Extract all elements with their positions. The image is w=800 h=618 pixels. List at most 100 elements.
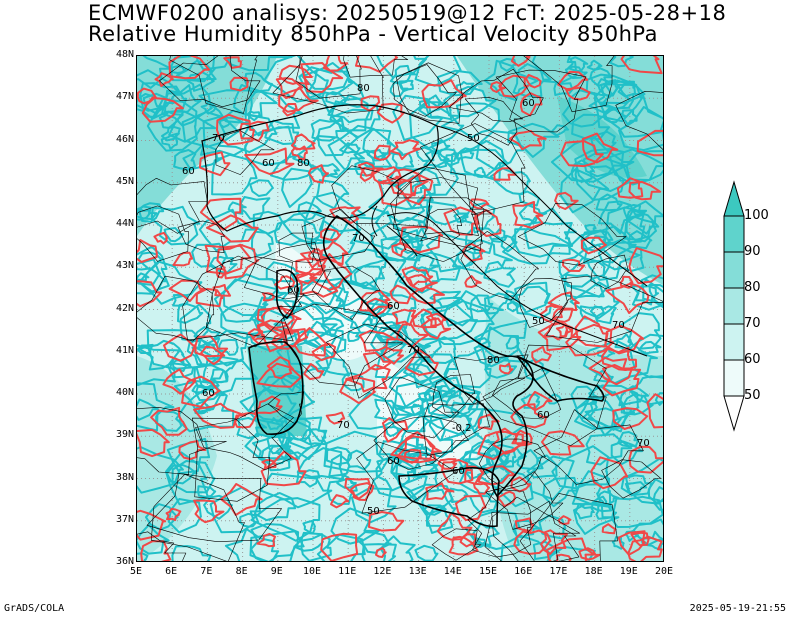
velocity-contour (153, 231, 168, 245)
velocity-contour (411, 308, 437, 329)
velocity-contour (244, 147, 295, 175)
humidity-contour (325, 446, 353, 466)
contour-value-label: 60 (452, 466, 465, 477)
humidity-contour (570, 159, 595, 183)
contour-value-label: 60 (387, 456, 400, 467)
velocity-contour (168, 56, 210, 80)
rh-isoline (615, 91, 663, 150)
humidity-contour (236, 417, 267, 440)
rh-isoline (280, 303, 404, 387)
velocity-contour (552, 307, 574, 323)
velocity-contour (557, 70, 589, 92)
velocity-contour (307, 164, 329, 184)
humidity-contour (574, 502, 595, 520)
humidity-contour (163, 227, 185, 243)
velocity-contour (216, 113, 255, 146)
velocity-contour (619, 275, 634, 289)
velocity-contour (404, 348, 439, 376)
velocity-contour (137, 428, 170, 458)
rh-isoline (177, 220, 225, 253)
lat-tick-label: 45N (115, 175, 134, 187)
rh-isoline (491, 500, 580, 561)
velocity-contour (275, 77, 304, 100)
velocity-contour (588, 356, 633, 386)
rh-isoline (484, 496, 581, 561)
velocity-contour (403, 448, 422, 464)
humidity-contour (590, 130, 617, 155)
velocity-contour (282, 328, 309, 348)
rh-isoline (478, 438, 546, 490)
humidity-contour (591, 495, 612, 513)
velocity-contour (557, 515, 572, 525)
humidity-contour (470, 522, 500, 547)
humidity-contour (280, 373, 302, 392)
rh-isoline (432, 374, 475, 418)
velocity-contour (220, 483, 263, 516)
contour-labels: 80 60 70 50 60 80 60 70 60 60 70 50 60 70 80 60 70 -0.2 60… (182, 83, 650, 517)
velocity-contour (464, 275, 482, 288)
velocity-contour (300, 250, 330, 269)
velocity-contour (389, 284, 412, 305)
humidity-contour (459, 140, 506, 178)
humidity-contour (455, 81, 476, 95)
rh-isoline (151, 474, 245, 561)
velocity-contour (489, 81, 506, 93)
humidity-contour (372, 456, 428, 500)
humidity-contour (625, 209, 660, 242)
velocity-contour (513, 529, 552, 555)
velocity-contour (455, 494, 487, 521)
velocity-contour (350, 482, 375, 501)
velocity-contour (303, 363, 325, 381)
rh-isoline (137, 407, 227, 475)
velocity-contour (377, 177, 417, 207)
humidity-contour (249, 530, 305, 561)
humidity-contour (166, 437, 211, 475)
velocity-contour (510, 56, 531, 67)
humidity-contour (631, 518, 663, 547)
velocity-contour (198, 151, 231, 177)
lon-tick-label: 15E (478, 566, 498, 577)
humidity-contour (250, 523, 300, 561)
velocity-contour (519, 92, 543, 117)
humidity-contour (252, 435, 294, 466)
humidity-contour (443, 85, 497, 118)
lat-tick-label: 43N (115, 260, 134, 272)
rh-isoline (423, 403, 490, 456)
humidity-contour (620, 312, 662, 350)
colorbar-level-label: 90 (744, 244, 761, 259)
rh-isoline (449, 68, 544, 122)
humidity-contour (582, 151, 627, 178)
humidity-contour (248, 387, 297, 422)
velocity-contour (200, 345, 226, 365)
velocity-contour (554, 191, 579, 210)
humidity-contour (553, 82, 575, 96)
colorbar-level-label: 100 (744, 208, 769, 223)
humidity-contour (506, 300, 521, 313)
humidity-contour (274, 218, 322, 246)
rh-isoline (590, 254, 629, 290)
rh-isoline (396, 62, 463, 124)
humidity-contour (562, 89, 619, 128)
rh-isoline (206, 256, 305, 348)
velocity-contour (311, 342, 337, 362)
velocity-contour (498, 362, 514, 375)
humidity-contour (303, 320, 338, 349)
rh-isoline (454, 354, 529, 405)
humidity-contour (621, 109, 638, 126)
velocity-contour (330, 494, 350, 509)
humidity-contour (146, 98, 198, 152)
velocity-contour (612, 407, 649, 430)
humidity-contour (146, 329, 211, 370)
rh-isoline (465, 97, 523, 146)
humidity-contour (526, 454, 559, 479)
humidity-contour (137, 205, 158, 221)
humidity-contour (351, 487, 397, 524)
colorbar-bottom-arrow (723, 395, 745, 432)
humidity-contour (595, 193, 623, 212)
vertical-velocity-contours (137, 56, 663, 561)
rh-isoline (146, 473, 282, 542)
contour-value-label: 70 (612, 320, 625, 331)
humidity-contour (137, 344, 181, 386)
humidity-contour (171, 460, 216, 494)
lon-tick-label: 18E (584, 566, 603, 577)
